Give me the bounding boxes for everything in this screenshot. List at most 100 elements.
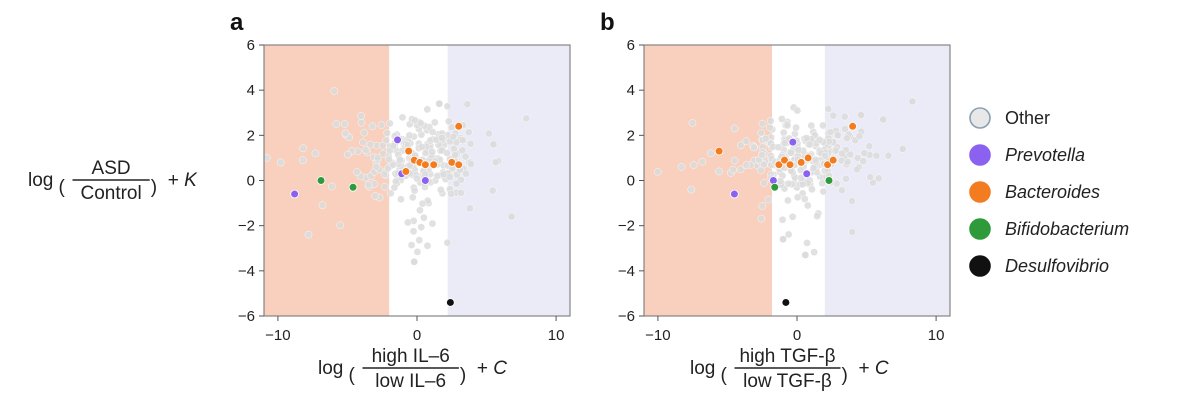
legend-label: Desulfovibrio <box>1005 256 1109 276</box>
other-point <box>801 251 810 259</box>
other-point <box>466 139 475 148</box>
other-point <box>764 195 773 204</box>
other-point <box>396 155 404 164</box>
other-point <box>332 120 341 128</box>
other-point <box>409 227 418 236</box>
other-point <box>357 118 366 127</box>
other-point <box>793 106 802 115</box>
other-point <box>311 149 320 158</box>
other-point <box>364 180 373 189</box>
y-axis-label-constant: K <box>184 170 198 191</box>
other-point <box>463 100 472 109</box>
legend-marker <box>969 181 991 203</box>
other-point <box>461 152 470 161</box>
other-point <box>654 167 662 176</box>
other-point <box>840 112 849 121</box>
other-point <box>848 197 856 205</box>
other-point <box>416 206 424 215</box>
other-point <box>428 147 437 156</box>
other-point <box>736 165 745 174</box>
other-point <box>318 201 327 209</box>
y-tick-label: 2 <box>247 127 255 144</box>
other-point <box>435 99 444 108</box>
y-axis-label-suffix: + K <box>168 170 198 191</box>
other-point <box>815 136 824 144</box>
point-bacteroides <box>803 153 813 163</box>
other-point <box>857 111 865 119</box>
other-point <box>413 248 422 256</box>
other-point <box>452 179 461 188</box>
other-point <box>841 125 849 133</box>
other-point <box>843 158 852 166</box>
other-point <box>807 121 816 130</box>
other-point <box>437 186 445 194</box>
legend-label: Other <box>1005 108 1050 128</box>
y-tick-label: 6 <box>247 37 255 54</box>
x-axis-label: log (high IL–6 low IL–6) + C <box>318 346 507 392</box>
other-point <box>341 129 350 138</box>
other-point <box>488 186 497 195</box>
other-point <box>360 128 369 137</box>
other-point <box>366 140 375 149</box>
other-point <box>390 183 399 192</box>
point-bifidobacterium <box>316 176 326 185</box>
point-prevotella <box>788 137 798 147</box>
x-tick-label: −10 <box>265 327 290 344</box>
other-point <box>467 160 475 168</box>
other-point <box>809 164 818 172</box>
other-point <box>798 180 807 189</box>
y-axis-label-left-paren: ( <box>59 177 66 198</box>
other-point <box>457 189 465 197</box>
other-point <box>443 238 452 247</box>
other-point <box>462 169 470 178</box>
x-axis-label-suffix: + C <box>477 358 507 379</box>
other-point <box>766 123 774 132</box>
other-point <box>908 97 917 106</box>
y-tick-label: 6 <box>627 37 635 54</box>
series-bifidobacterium <box>770 176 834 192</box>
other-point <box>855 132 864 141</box>
other-point <box>438 134 446 142</box>
point-bacteroides <box>774 160 784 169</box>
other-point <box>380 182 389 191</box>
y-tick-label: −4 <box>238 263 255 280</box>
other-point <box>420 213 428 222</box>
y-axis-label-right-paren: ) <box>151 177 157 198</box>
other-point <box>729 165 737 174</box>
other-point <box>821 152 829 160</box>
other-point <box>423 241 432 250</box>
other-point <box>459 136 467 145</box>
other-point <box>353 168 361 176</box>
x-tick-label: 0 <box>793 327 801 344</box>
point-bacteroides <box>421 160 430 169</box>
x-tick-label: 10 <box>928 327 945 344</box>
other-point <box>846 150 855 159</box>
other-point <box>715 167 723 176</box>
other-point <box>872 151 881 160</box>
other-point <box>507 212 516 221</box>
other-point <box>874 174 883 183</box>
other-point <box>826 128 835 136</box>
other-point <box>687 185 696 194</box>
series-bacteroides <box>714 122 857 169</box>
other-point <box>410 186 419 195</box>
other-point <box>368 122 377 131</box>
other-point <box>859 157 868 165</box>
other-point <box>843 134 851 143</box>
other-point <box>730 124 739 133</box>
shaded-band-0 <box>644 45 772 316</box>
other-point <box>805 140 814 149</box>
y-axis-label: log (ASD Control) + K <box>28 158 198 204</box>
other-point <box>344 150 352 159</box>
other-point <box>848 228 857 236</box>
point-prevotella <box>802 169 812 179</box>
x-axis-label-suffix: + C <box>859 358 889 379</box>
other-point <box>428 128 437 136</box>
point-bifidobacterium <box>824 176 834 185</box>
other-point <box>898 145 907 153</box>
point-desulfovibrio <box>446 298 455 307</box>
y-axis-label-prefix: log <box>28 170 53 191</box>
other-point <box>340 120 349 128</box>
other-point <box>838 186 846 195</box>
